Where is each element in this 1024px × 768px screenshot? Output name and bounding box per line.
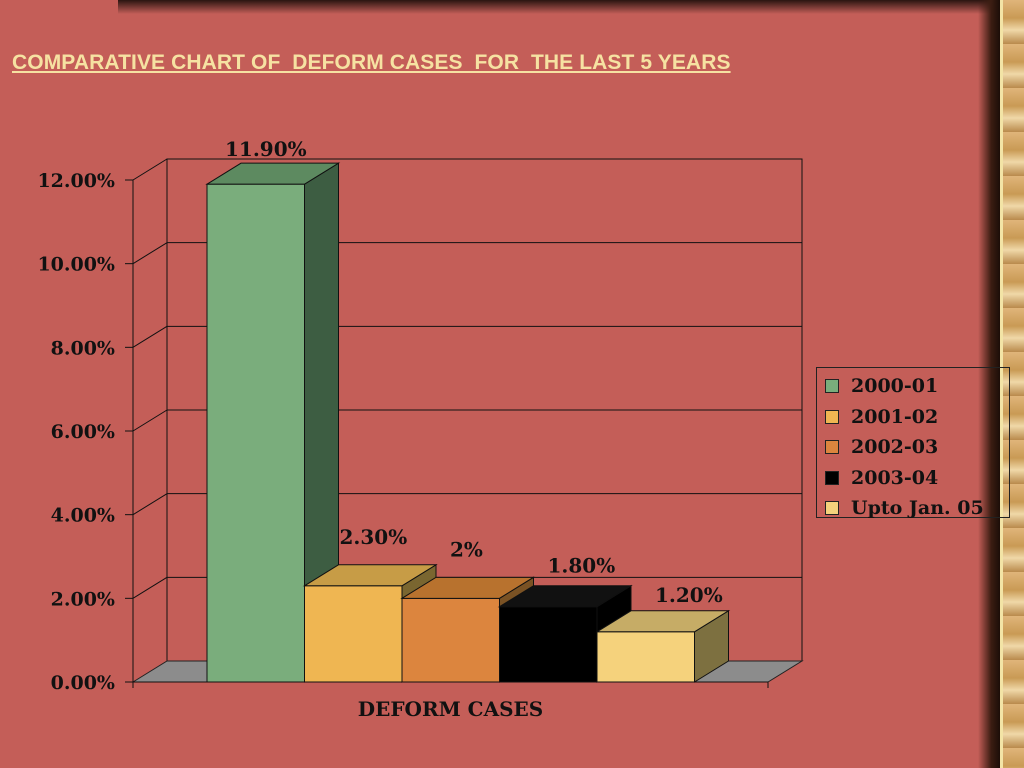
gridline-diagonal (132, 242, 168, 265)
data-label-2002-03: 2% (450, 537, 483, 561)
legend-swatch (825, 379, 839, 394)
bar-top-2001-02 (302, 564, 438, 587)
bar-upto-jan-05 (596, 631, 695, 683)
gridline-diagonal (132, 576, 168, 599)
slide-right-shadow (978, 0, 1000, 768)
y-tick-label: 0.00% (51, 672, 115, 694)
legend-swatch (825, 440, 839, 455)
bar-2003-04 (499, 606, 598, 683)
gridline-diagonal (132, 409, 168, 432)
slide-top-shadow (118, 0, 1008, 14)
legend-label: 2001-02 (851, 405, 939, 428)
bar-2001-02 (304, 585, 403, 683)
legend-item-2001-02: 2001-02 (817, 402, 1009, 433)
decorative-border-line (1000, 0, 1003, 768)
data-labels: 11.90% 2.30% 2% 1.80% 1.20% (225, 137, 723, 607)
gridline-diagonal (132, 158, 168, 181)
bar-top-2002-03 (400, 576, 536, 599)
legend-item-2003-04: 2003-04 (817, 463, 1009, 494)
bar-2000-01 (206, 183, 305, 683)
bar-2002-03 (401, 597, 500, 683)
chart-legend: 2000-01 2001-02 2002-03 2003-04 Upto Jan. 05 (816, 367, 1010, 519)
data-label-2000-01: 11.90% (225, 137, 307, 161)
gridline-diagonal (132, 493, 168, 516)
y-tick-label: 4.00% (51, 505, 115, 527)
data-label-2001-02: 2.30% (340, 525, 408, 549)
legend-item-2002-03: 2002-03 (817, 432, 1009, 463)
legend-label: 2002-03 (851, 436, 939, 459)
legend-swatch (825, 470, 839, 485)
legend-label: 2003-04 (851, 466, 939, 489)
y-axis-ticks: 0.00% 2.00% 4.00% 6.00% 8.00% 10.00% 12.00% (37, 170, 133, 694)
bar-top-2003-04 (497, 585, 633, 608)
legend-item-upto-jan-05: Upto Jan. 05 (817, 493, 1009, 524)
y-tick-label: 6.00% (51, 421, 115, 443)
y-tick-label: 2.00% (51, 588, 115, 610)
bar-top-upto-jan-05 (595, 610, 731, 633)
x-axis-title: DEFORM CASES (358, 697, 544, 721)
chart-title: COMPARATIVE CHART OF DEFORM CASES FOR TH… (12, 51, 731, 74)
data-label-2003-04: 1.80% (548, 554, 616, 578)
gridline-diagonal (132, 325, 168, 348)
data-label-upto-jan-05: 1.20% (655, 583, 723, 607)
legend-item-2000-01: 2000-01 (817, 371, 1009, 402)
y-tick-label: 10.00% (37, 254, 115, 276)
legend-label: Upto Jan. 05 (851, 497, 984, 520)
legend-swatch (825, 409, 839, 424)
chart-bars (205, 162, 731, 683)
y-tick-label: 8.00% (51, 337, 115, 359)
y-tick-label: 12.00% (37, 170, 115, 192)
legend-swatch (825, 501, 839, 516)
bar-top-2000-01 (205, 162, 341, 185)
slide-left-panel (0, 0, 118, 768)
bar-chart: 0.00% 2.00% 4.00% 6.00% 8.00% 10.00% 12.00% 11… (37, 137, 804, 721)
decorative-border (1000, 0, 1024, 768)
legend-label: 2000-01 (851, 375, 939, 398)
